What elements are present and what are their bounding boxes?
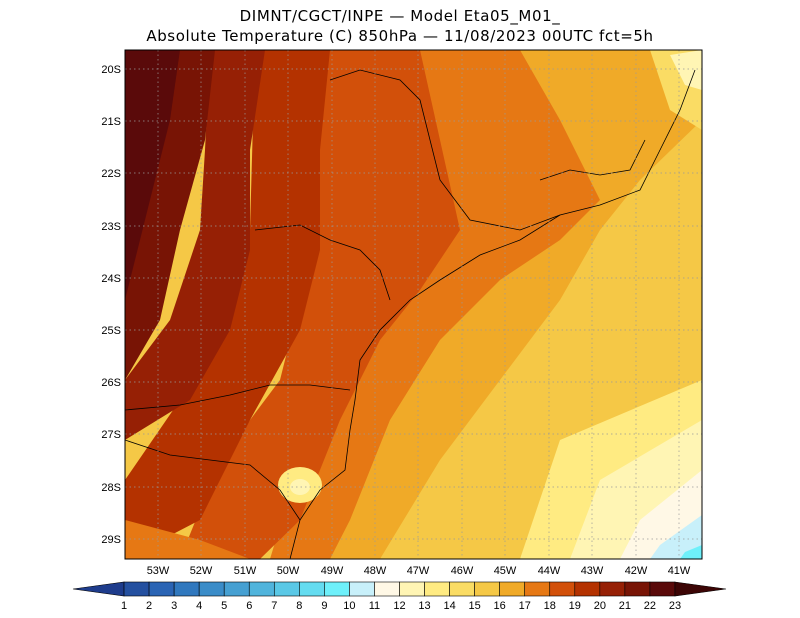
- colorbar-swatch: [374, 581, 400, 597]
- lat-label: 25S: [101, 325, 121, 337]
- lat-label: 23S: [101, 221, 121, 233]
- colorbar-swatch: [574, 581, 601, 597]
- map-title: DIMNT/CGCT/INPE — Model Eta05_M01_: [239, 7, 561, 25]
- colorbar-label: 9: [321, 600, 327, 612]
- colorbar-label: 18: [544, 600, 556, 612]
- colorbar-swatch: [524, 581, 551, 597]
- colorbar-label: 12: [393, 600, 405, 612]
- colorbar-label: 17: [519, 600, 531, 612]
- graticule: [125, 50, 702, 559]
- lat-label: 29S: [101, 534, 121, 546]
- colorbar-swatch: [549, 581, 576, 597]
- colorbar-label: 22: [644, 600, 656, 612]
- colorbar-swatch: [148, 581, 175, 597]
- colorbar-swatch: [324, 581, 350, 597]
- lon-label: 46W: [451, 565, 474, 577]
- latitude-labels: 20S 21S 22S 23S 24S 25S 26S 27S 28S 29S: [101, 64, 121, 546]
- colorbar-swatch: [499, 581, 526, 597]
- colorbar-label: 21: [619, 600, 631, 612]
- lat-label: 26S: [101, 377, 121, 389]
- lon-label: 44W: [538, 565, 561, 577]
- colorbar-label: 5: [221, 600, 227, 612]
- colorbar-label: 14: [443, 600, 455, 612]
- colorbar: [72, 581, 727, 597]
- lon-label: 53W: [147, 565, 170, 577]
- colorbar-label: 3: [171, 600, 177, 612]
- colorbar-label: 23: [669, 600, 681, 612]
- colorbar-swatch: [273, 581, 300, 597]
- colorbar-label: 13: [418, 600, 430, 612]
- lon-label: 45W: [494, 565, 517, 577]
- lon-label: 42W: [625, 565, 648, 577]
- colorbar-swatch: [173, 581, 200, 597]
- colorbar-swatch: [474, 581, 500, 597]
- colorbar-label: 1: [121, 600, 127, 612]
- colorbar-swatch: [248, 581, 275, 597]
- colorbar-swatch: [72, 581, 125, 597]
- lat-label: 22S: [101, 168, 121, 180]
- lon-label: 47W: [407, 565, 430, 577]
- colorbar-label: 19: [569, 600, 581, 612]
- colorbar-labels: 1 2 3 4 5 6 7 8 9 10 11 12 13 14 15 16 17 18 19 20 21 22 23: [121, 600, 681, 612]
- lon-label: 50W: [277, 565, 300, 577]
- lon-label: 41W: [668, 565, 691, 577]
- colorbar-label: 15: [469, 600, 481, 612]
- coastline: [125, 69, 696, 559]
- colorbar-swatch: [349, 581, 375, 597]
- colorbar-swatch: [674, 581, 727, 597]
- map-subtitle: Absolute Temperature (C) 850hPa — 11/08/…: [146, 27, 654, 45]
- colorbar-swatch: [198, 581, 225, 597]
- colorbar-label: 20: [594, 600, 606, 612]
- colorbar-swatch: [299, 581, 325, 597]
- colorbar-swatch: [223, 581, 250, 597]
- colorbar-label: 8: [296, 600, 302, 612]
- lat-label: 20S: [101, 64, 121, 76]
- lat-label: 24S: [101, 273, 121, 285]
- temperature-field: [125, 50, 702, 559]
- colorbar-label: 10: [343, 600, 355, 612]
- colorbar-label: 4: [196, 600, 202, 612]
- colorbar-swatch: [399, 581, 425, 597]
- colorbar-label: 2: [146, 600, 152, 612]
- colorbar-swatch: [624, 581, 651, 597]
- lon-label: 43W: [581, 565, 604, 577]
- longitude-labels: 53W 52W 51W 50W 49W 48W 47W 46W 45W 44W …: [147, 565, 691, 577]
- colorbar-label: 11: [369, 600, 380, 612]
- lon-label: 51W: [234, 565, 257, 577]
- lon-label: 49W: [321, 565, 344, 577]
- lat-label: 27S: [101, 429, 121, 441]
- colorbar-swatch: [599, 581, 626, 597]
- colorbar-swatch: [449, 581, 475, 597]
- lon-label: 48W: [364, 565, 387, 577]
- lat-label: 28S: [101, 482, 121, 494]
- colorbar-swatch: [649, 581, 676, 597]
- map-frame: [124, 49, 703, 560]
- colorbar-label: 16: [494, 600, 506, 612]
- colorbar-swatch: [424, 581, 450, 597]
- colorbar-label: 6: [246, 600, 252, 612]
- colorbar-label: 7: [271, 600, 277, 612]
- colorbar-swatch: [123, 581, 150, 597]
- lat-label: 21S: [101, 116, 121, 128]
- lon-label: 52W: [190, 565, 213, 577]
